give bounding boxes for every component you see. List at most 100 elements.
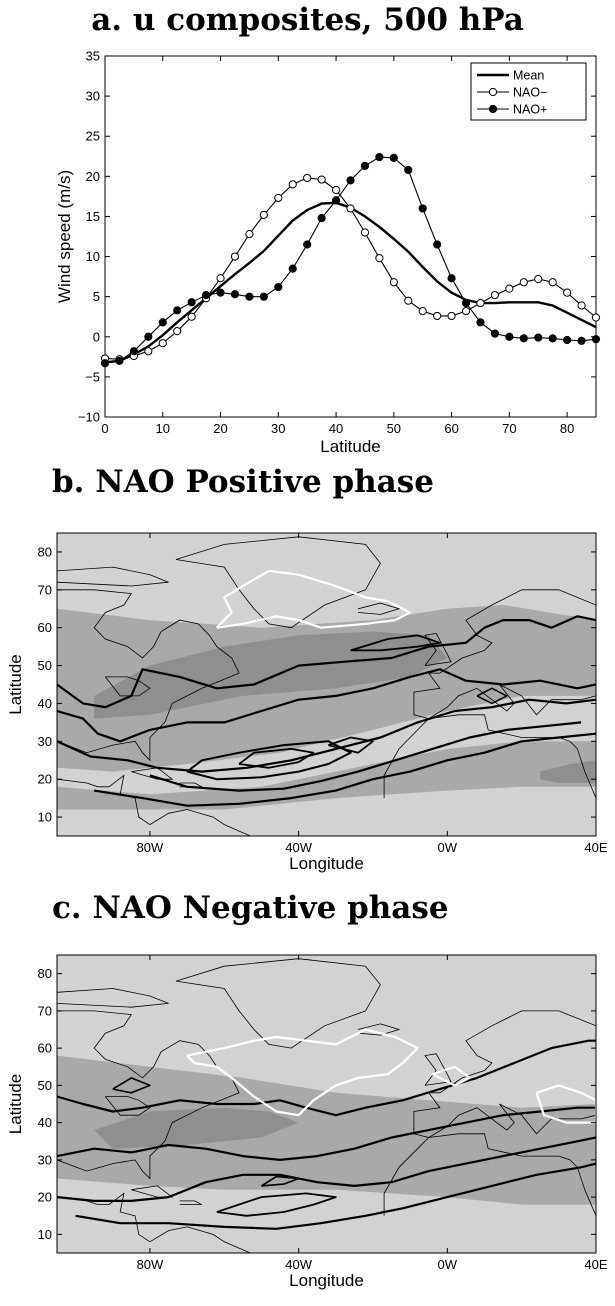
x-tick-label: 80W (137, 840, 164, 855)
data-point-1 (288, 180, 297, 189)
coastline (104, 1096, 151, 1116)
coastline (179, 1200, 203, 1206)
map-frame (56, 954, 597, 1254)
y-tick-label: −10 (78, 410, 100, 425)
data-point-1 (404, 296, 413, 305)
wind-contour (328, 736, 374, 754)
y-tick-label: 50 (38, 1078, 52, 1093)
x-tick-label: 70 (502, 421, 516, 436)
data-point-1 (245, 229, 254, 239)
x-tick-label: 30 (271, 421, 285, 436)
data-point-1 (548, 278, 557, 287)
wind-contour (57, 1039, 596, 1117)
wind-contour (216, 1192, 337, 1217)
data-point-1 (173, 327, 182, 336)
data-point-1 (563, 288, 572, 297)
data-point-1 (331, 185, 341, 195)
data-point-1 (577, 301, 586, 310)
data-point-2 (259, 292, 268, 301)
y-tick-label: 60 (38, 1041, 52, 1056)
data-point-2 (173, 306, 182, 315)
x-tick-label: 0W (438, 840, 458, 855)
y-tick-label: 70 (38, 1003, 52, 1018)
legend-marker (488, 104, 498, 114)
coastline (131, 767, 174, 780)
data-point-2 (158, 318, 167, 327)
y-tick-label: 20 (86, 169, 100, 184)
data-point-2 (519, 334, 528, 343)
x-tick-label: 20 (213, 421, 227, 436)
shaded-region-dark (94, 631, 448, 719)
data-point-1 (433, 311, 442, 321)
data-point-2 (534, 333, 543, 342)
data-point-1 (461, 307, 471, 316)
legend-label: Mean (513, 69, 544, 83)
map-nao-positive: 80W 40W 0W 40E 80 70 60 50 40 30 20 10 Longitude Lati… (6, 532, 608, 873)
y-tick-label: 20 (38, 1190, 52, 1205)
data-point-2 (129, 347, 138, 356)
data-point-2 (375, 152, 384, 162)
data-point-2 (303, 240, 312, 249)
y-tick-label: 15 (86, 209, 100, 224)
data-point-1 (476, 298, 485, 308)
y-tick-label: 5 (93, 289, 100, 304)
negative-contour (186, 1028, 419, 1117)
y-tick-label: 30 (38, 1152, 52, 1167)
panel-a-title: a. u composites, 500 hPa (91, 2, 524, 38)
data-point-1 (187, 312, 196, 321)
data-point-1 (230, 252, 240, 261)
data-point-1 (534, 274, 543, 284)
data-point-2 (144, 332, 153, 341)
y-axis-label: Latitude (6, 1074, 25, 1135)
x-tick-label: 50 (387, 421, 401, 436)
data-point-2 (245, 292, 254, 301)
data-point-2 (346, 176, 355, 185)
wind-contour (75, 1162, 596, 1230)
data-point-2 (389, 153, 398, 162)
map-plot-area (57, 533, 596, 836)
data-point-1 (360, 228, 370, 237)
y-tick-label: 10 (38, 810, 52, 825)
data-point-2 (201, 290, 211, 300)
x-tick-label: 0 (101, 421, 108, 436)
data-point-1 (144, 347, 153, 356)
y-tick-label: 20 (38, 772, 52, 787)
data-point-2 (216, 288, 225, 297)
y-tick-label: 30 (86, 89, 100, 104)
wind-contour (57, 615, 596, 709)
data-point-1 (591, 313, 601, 322)
coastline (104, 676, 151, 697)
wind-contour (238, 747, 315, 769)
coastline (383, 714, 596, 799)
x-tick-label: 40 (329, 421, 343, 436)
data-point-2 (418, 204, 427, 213)
panel-c-title: c. NAO Negative phase (52, 890, 449, 926)
data-point-2 (317, 213, 326, 223)
wind-contour (57, 1136, 596, 1202)
negative-contour (535, 1084, 596, 1124)
wind-contour (94, 732, 596, 807)
data-point-2 (331, 196, 341, 205)
data-point-1 (418, 307, 427, 316)
y-tick-label: −5 (85, 369, 100, 384)
coastline (413, 589, 596, 720)
coastline (358, 602, 401, 615)
wind-contour (476, 687, 508, 705)
shaded-region (57, 1055, 596, 1205)
shaded-region-dark (540, 760, 596, 783)
data-point-1 (346, 204, 355, 213)
y-tick-label: 40 (38, 696, 52, 711)
data-point-2 (591, 335, 601, 344)
y-tick-label: 40 (38, 1115, 52, 1130)
wind-contour (260, 1175, 300, 1187)
y-tick-label: 35 (86, 49, 100, 64)
data-point-1 (447, 311, 456, 321)
data-point-1 (375, 254, 384, 263)
y-tick-label: 70 (38, 582, 52, 597)
data-point-2 (115, 356, 124, 365)
map-frame (56, 532, 597, 837)
x-tick-label: 10 (156, 421, 170, 436)
data-point-1 (505, 284, 514, 293)
wind-contour (350, 634, 441, 652)
data-point-2 (404, 165, 413, 175)
